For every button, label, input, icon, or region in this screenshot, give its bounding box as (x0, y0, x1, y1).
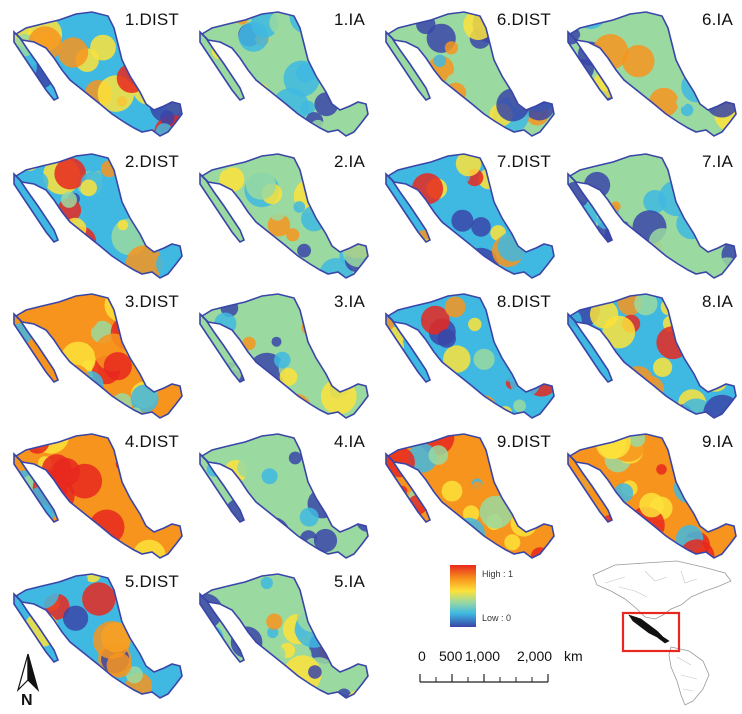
mexico-suitability-map (199, 153, 369, 279)
mexico-suitability-map (13, 293, 183, 419)
panel-label: 3.DIST (124, 292, 179, 311)
map-panel: 6.DIST (376, 4, 561, 146)
mexico-suitability-map (385, 11, 555, 137)
map-panel: 7.DIST (376, 146, 561, 288)
mexico-suitability-map (13, 433, 183, 559)
map-panel: 1.DIST (4, 4, 189, 146)
mexico-suitability-map (13, 153, 183, 279)
mexico-suitability-map (13, 573, 183, 699)
map-panel: 6.IA (558, 4, 742, 146)
legend-high-label: High : 1 (482, 569, 514, 579)
panel-label: 9.IA (701, 432, 733, 451)
map-panel: 8.IA (558, 286, 742, 428)
scale-bar: 0 500 1,000 2,000 km (414, 648, 614, 688)
map-panel: 9.DIST (376, 426, 561, 568)
scale-unit: km (564, 648, 583, 664)
panel-label: 9.DIST (496, 432, 551, 451)
panel-label: 8.IA (701, 292, 733, 311)
mexico-suitability-map (385, 433, 555, 559)
map-panel: 3.IA (190, 286, 375, 428)
mexico-suitability-map (199, 433, 369, 559)
map-panel: 3.DIST (4, 286, 189, 428)
mexico-suitability-map (567, 293, 737, 419)
panel-label: 1.DIST (124, 10, 179, 29)
north-arrow-icon (16, 653, 40, 693)
mexico-suitability-map (199, 293, 369, 419)
legend: High : 1 Low : 0 (450, 565, 540, 627)
panel-label: 7.IA (701, 152, 733, 171)
panel-label: 2.IA (333, 152, 365, 171)
panel-label: 2.DIST (124, 152, 179, 171)
panel-label: 5.IA (333, 572, 365, 591)
north-letter: N (21, 692, 33, 709)
inset-locator-map (585, 557, 735, 707)
scale-label-1000: 1,000 (465, 648, 501, 664)
panel-label: 1.IA (333, 10, 365, 29)
legend-color-ramp (450, 565, 476, 627)
panel-label: 5.DIST (124, 572, 179, 591)
panel-label: 6.DIST (496, 10, 551, 29)
map-panel: 4.IA (190, 426, 375, 568)
scale-label-500: 500 (439, 648, 463, 664)
map-panel: 1.IA (190, 4, 375, 146)
north-arrow: N (8, 650, 48, 710)
mexico-suitability-map (567, 433, 737, 559)
inset-mexico-shape (628, 614, 670, 644)
mexico-suitability-map (385, 293, 555, 419)
mexico-suitability-map (199, 573, 369, 699)
map-panel: 2.DIST (4, 146, 189, 288)
scale-bar-ticks (419, 674, 549, 683)
scale-label-0: 0 (418, 648, 426, 664)
panel-label: 6.IA (701, 10, 733, 29)
mexico-suitability-map (13, 11, 183, 137)
scale-label-2000: 2,000 (517, 648, 553, 664)
map-panel: 5.IA (190, 566, 375, 708)
mexico-suitability-map (385, 153, 555, 279)
panel-label: 3.IA (333, 292, 365, 311)
map-panel: 2.IA (190, 146, 375, 288)
panel-label: 4.IA (333, 432, 365, 451)
inset-highlight-box (621, 611, 681, 653)
mexico-suitability-map (567, 153, 737, 279)
mexico-suitability-map (199, 11, 369, 137)
map-panel: 7.IA (558, 146, 742, 288)
map-panel: 4.DIST (4, 426, 189, 568)
map-panel: 9.IA (558, 426, 742, 568)
mexico-suitability-map (567, 11, 737, 137)
map-panel: 8.DIST (376, 286, 561, 428)
legend-low-label: Low : 0 (482, 613, 512, 623)
panel-label: 7.DIST (496, 152, 551, 171)
panel-label: 8.DIST (496, 292, 551, 311)
panel-label: 4.DIST (124, 432, 179, 451)
inset-americas-outline (592, 560, 732, 706)
map-panel: 5.DIST (4, 566, 189, 708)
